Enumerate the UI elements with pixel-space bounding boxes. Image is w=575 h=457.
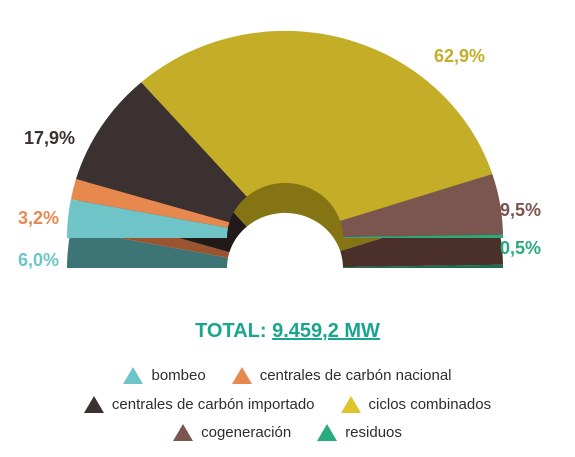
data-label-residuos: 0,5% [500,238,542,258]
triangle-icon [123,367,144,384]
data-label-bombeo: 6,0% [18,250,60,270]
slice-bombeo [67,199,228,238]
legend-item-carbon-importado: centrales de carbón importado [83,396,315,413]
legend-row-2: centrales de carbón importado ciclos com… [0,396,575,413]
data-label-carbon-importado: 17,9% [24,128,76,148]
chart-top-layer [67,30,504,238]
legend-label: bombeo [151,367,206,384]
legend-item-bombeo: bombeo [123,367,206,384]
slice-cogeneracion [340,174,503,238]
slice-depth-residuos [343,264,504,268]
legend-label: ciclos combinados [368,396,492,413]
legend-item-ciclos-combinados: ciclos combinados [340,396,492,413]
slice-ciclos-combinados [141,30,493,221]
legend-item-residuos: residuos [317,424,402,441]
semi-donut-chart [67,30,504,268]
total-prefix: TOTAL: [195,320,273,342]
triangle-icon [173,424,194,441]
slice-carbon-nacional [70,179,230,228]
legend-row-1: bombeo centrales de carbón nacional [0,367,575,384]
triangle-icon [231,367,252,384]
triangle-icon [317,424,338,441]
total-label: TOTAL: 9.459,2 MW [0,320,575,343]
data-label-cogeneracion: 9,5% [500,200,542,220]
data-label-ciclos-combinados: 62,9% [434,46,486,66]
total-value: 9.459,2 MW [272,320,380,342]
slice-residuos [343,234,504,238]
triangle-icon [83,396,104,413]
triangle-icon [340,396,361,413]
legend-label: residuos [345,424,402,441]
data-label-carbon-nacional: 3,2% [18,208,60,228]
slice-depth-bombeo [67,229,228,268]
legend-label: centrales de carbón nacional [259,367,452,384]
legend-label: cogeneración [201,424,292,441]
legend-item-carbon-nacional: centrales de carbón nacional [231,367,452,384]
legend-row-3: cogeneración residuos [0,424,575,441]
legend-label: centrales de carbón importado [111,396,315,413]
slice-carbon-importado [76,82,247,223]
legend-item-cogeneracion: cogeneración [173,424,291,441]
